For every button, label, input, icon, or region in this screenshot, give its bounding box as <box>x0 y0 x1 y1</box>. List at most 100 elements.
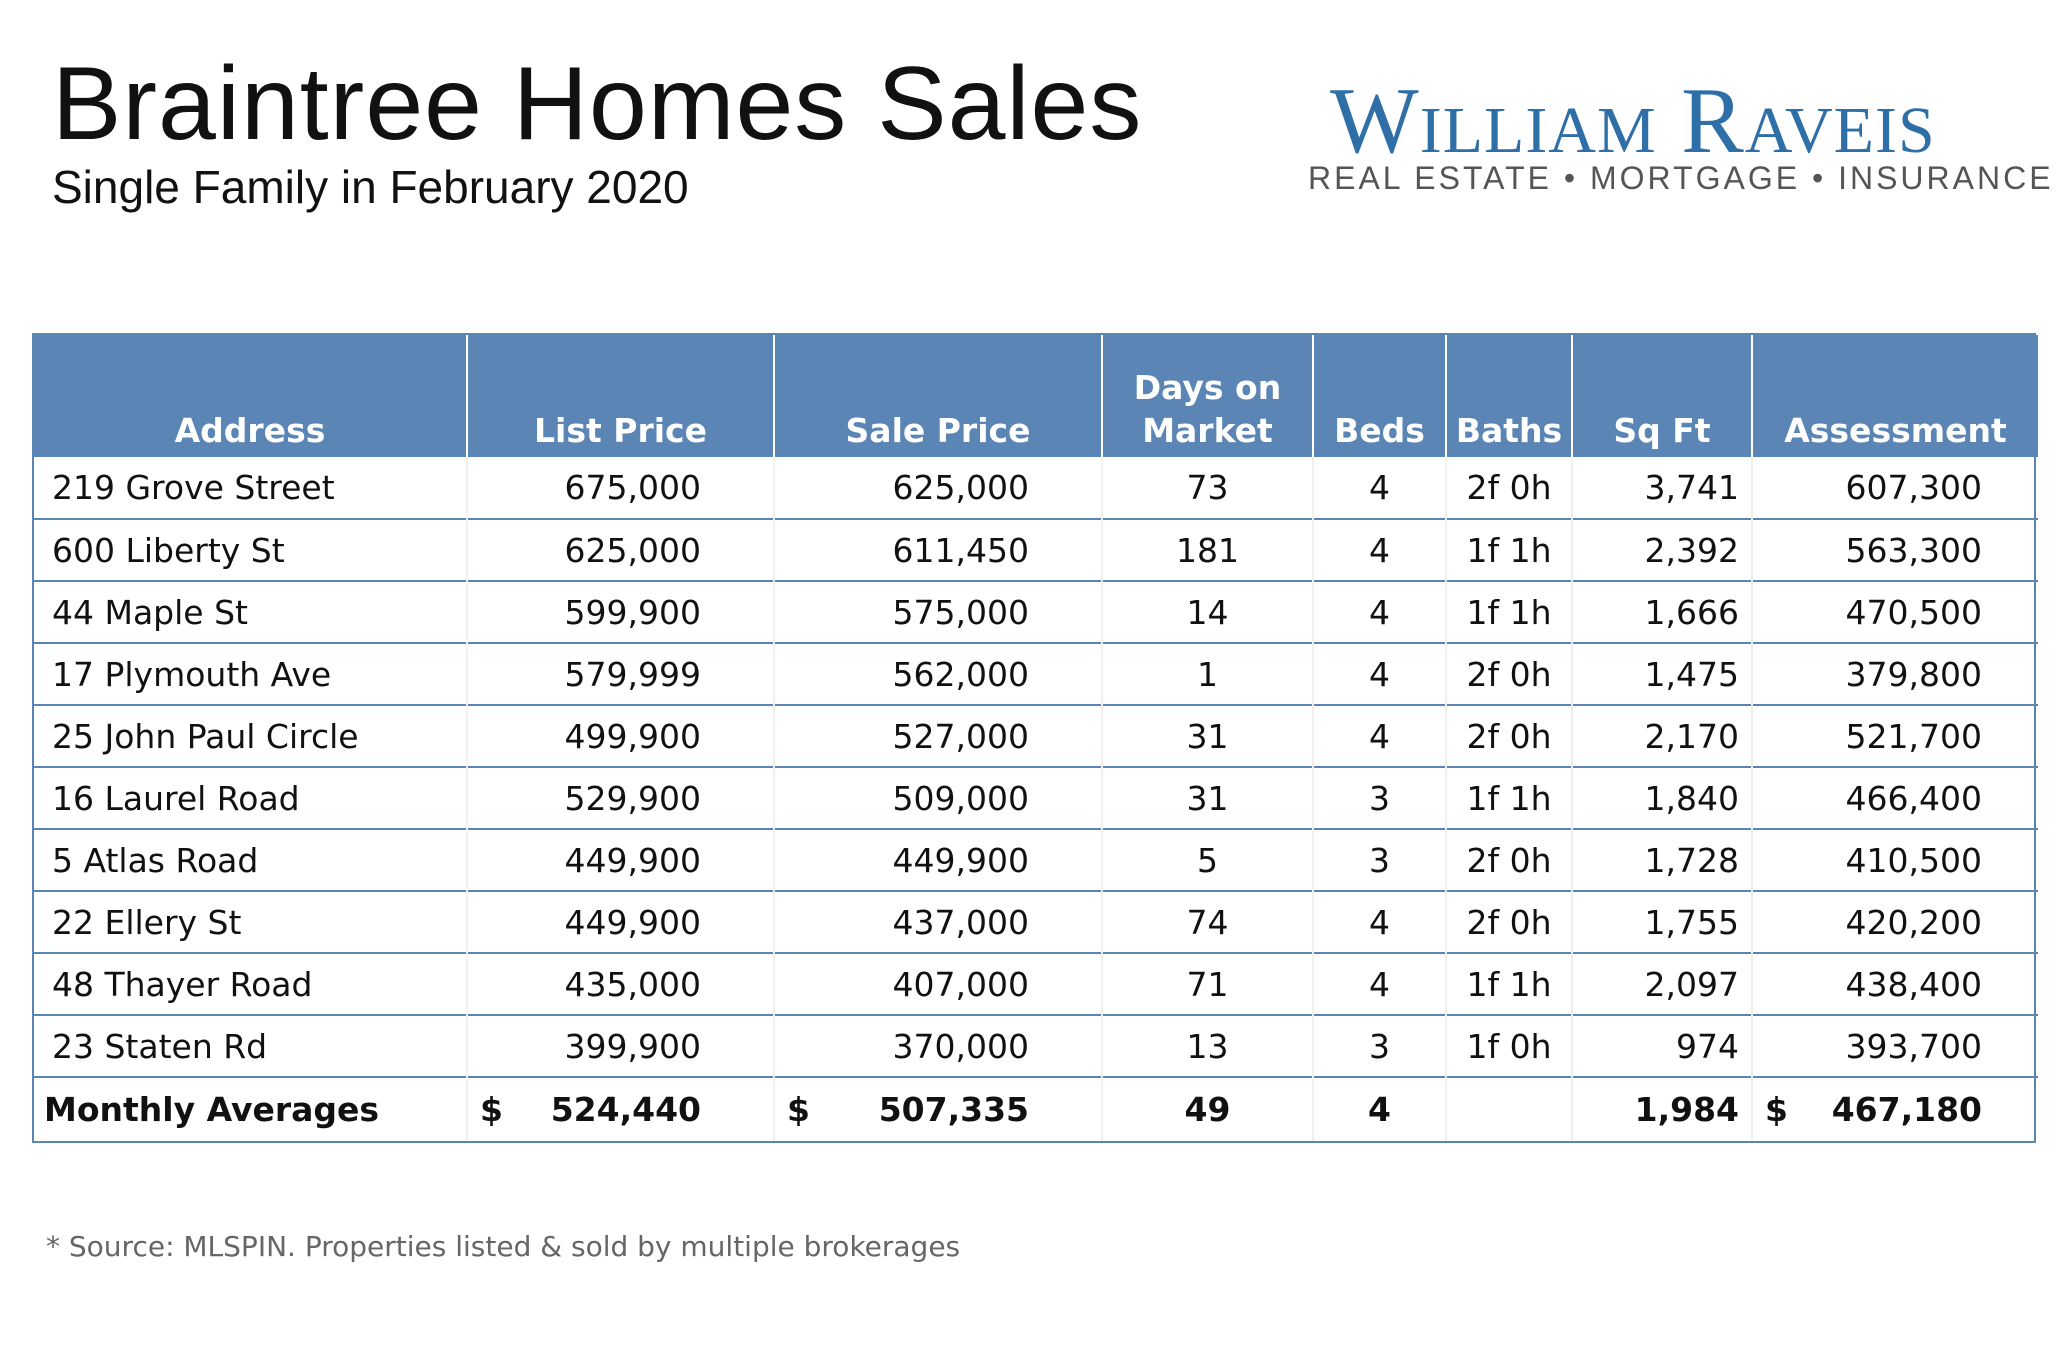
cell-sqft: 1,755 <box>1571 890 1752 953</box>
cell-assessment: 379,800 <box>1751 642 2038 705</box>
averages-row: Monthly Averages $ 524,440 $ 507,335 49 … <box>34 1076 2038 1141</box>
table-row: 48 Thayer Road 435,000 407,000 71 4 1f 1… <box>34 952 2038 1015</box>
cell-sale-price: 527,000 <box>773 704 1102 767</box>
cell-days: 71 <box>1101 952 1313 1015</box>
cell-beds: 4 <box>1312 952 1446 1015</box>
table-row: 5 Atlas Road 449,900 449,900 5 3 2f 0h 1… <box>34 828 2038 891</box>
cell-baths: 2f 0h <box>1445 642 1572 705</box>
cell-days: 13 <box>1101 1014 1313 1077</box>
cell-sqft: 2,170 <box>1571 704 1752 767</box>
brand-tagline: REAL ESTATE • MORTGAGE • INSURANCE <box>1308 160 2054 196</box>
cell-days: 31 <box>1101 704 1313 767</box>
cell-address: 219 Grove Street <box>52 468 335 507</box>
cell-beds: 3 <box>1312 828 1446 891</box>
cell-list-price: 449,900 <box>466 828 774 891</box>
cell-assessment: 521,700 <box>1751 704 2038 767</box>
averages-sale-price: $ 507,335 <box>773 1076 1102 1141</box>
cell-sale-price: 407,000 <box>773 952 1102 1015</box>
cell-baths: 2f 0h <box>1445 704 1572 767</box>
cell-list-price: 435,000 <box>466 952 774 1015</box>
cell-beds: 4 <box>1312 580 1446 643</box>
cell-baths: 2f 0h <box>1445 890 1572 953</box>
brand-logo: William Raveis <box>1330 69 1936 173</box>
cell-list-price: 675,000 <box>466 457 774 519</box>
sales-table: Address List Price Sale Price Days on Ma… <box>34 335 2038 1141</box>
cell-beds: 4 <box>1312 518 1446 581</box>
averages-sqft: 1,984 <box>1571 1076 1752 1141</box>
averages-list-price: $ 524,440 <box>466 1076 774 1141</box>
cell-sqft: 1,728 <box>1571 828 1752 891</box>
col-header-baths: Baths <box>1445 335 1572 457</box>
cell-address: 23 Staten Rd <box>34 1014 467 1077</box>
averages-baths <box>1445 1076 1572 1141</box>
col-header-sale-price: Sale Price <box>773 335 1102 457</box>
cell-beds: 4 <box>1312 642 1446 705</box>
cell-days: 14 <box>1101 580 1313 643</box>
table-row: 600 Liberty St 625,000 611,450 181 4 1f … <box>34 518 2038 581</box>
cell-sale-price: 575,000 <box>773 580 1102 643</box>
col-header-list-price: List Price <box>466 335 774 457</box>
cell-sqft: 1,666 <box>1571 580 1752 643</box>
table-row: 219 Grove Street 675,000 625,000 73 4 2f… <box>34 457 2038 519</box>
averages-assessment: $ 467,180 <box>1751 1076 2038 1141</box>
table-row: 16 Laurel Road 529,900 509,000 31 3 1f 1… <box>34 766 2038 829</box>
cell-assessment: 420,200 <box>1751 890 2038 953</box>
cell-sale-price: 437,000 <box>773 890 1102 953</box>
page-title: Braintree Homes Sales <box>52 46 1143 162</box>
cell-sqft: 2,392 <box>1571 518 1752 581</box>
col-header-days-on-market: Days on Market <box>1101 335 1313 457</box>
cell-days: 74 <box>1101 890 1313 953</box>
cell-assessment: 466,400 <box>1751 766 2038 829</box>
table-row: 44 Maple St 599,900 575,000 14 4 1f 1h 1… <box>34 580 2038 643</box>
cell-sqft: 1,840 <box>1571 766 1752 829</box>
cell-address: 25 John Paul Circle <box>34 704 467 767</box>
source-note: * Source: MLSPIN. Properties listed & so… <box>46 1230 961 1263</box>
table-row: 17 Plymouth Ave 579,999 562,000 1 4 2f 0… <box>34 642 2038 705</box>
cell-assessment: 393,700 <box>1751 1014 2038 1077</box>
cell-baths: 2f 0h <box>1445 828 1572 891</box>
cell-list-price: 499,900 <box>466 704 774 767</box>
cell-address: 44 Maple St <box>34 580 467 643</box>
cell-sale-price: 509,000 <box>773 766 1102 829</box>
table-header-row: Address List Price Sale Price Days on Ma… <box>34 335 2038 457</box>
cell-assessment: 410,500 <box>1751 828 2038 891</box>
cell-address: 16 Laurel Road <box>34 766 467 829</box>
col-header-sqft: Sq Ft <box>1571 335 1752 457</box>
col-header-days-line2: Market <box>1142 411 1273 451</box>
cell-beds: 4 <box>1312 890 1446 953</box>
cell-address: 17 Plymouth Ave <box>34 642 467 705</box>
col-header-days-line1: Days on <box>1133 368 1282 408</box>
cell-sale-price: 370,000 <box>773 1014 1102 1077</box>
cell-list-price: 599,900 <box>466 580 774 643</box>
cell-address: 22 Ellery St <box>34 890 467 953</box>
cell-baths: 1f 1h <box>1445 518 1572 581</box>
col-header-assessment: Assessment <box>1751 335 2038 457</box>
cell-days: 1 <box>1101 642 1313 705</box>
cell-baths: 1f 0h <box>1445 1014 1572 1077</box>
cell-sqft: 3,741 <box>1571 457 1752 519</box>
cell-days: 181 <box>1101 518 1313 581</box>
cell-days: 5 <box>1101 828 1313 891</box>
cell-assessment: 607,300 <box>1751 457 2038 519</box>
cell-sale-price: 562,000 <box>773 642 1102 705</box>
sales-table-container: Address List Price Sale Price Days on Ma… <box>32 333 2038 1143</box>
currency-symbol: $ <box>480 1090 503 1129</box>
table-row: 23 Staten Rd 399,900 370,000 13 3 1f 0h … <box>34 1014 2038 1077</box>
averages-assessment-value: 467,180 <box>1831 1090 1982 1129</box>
table-row: 22 Ellery St 449,900 437,000 74 4 2f 0h … <box>34 890 2038 953</box>
cell-baths: 1f 1h <box>1445 952 1572 1015</box>
cell-days: 73 <box>1101 457 1313 519</box>
cell-baths: 2f 0h <box>1445 457 1572 519</box>
averages-label: Monthly Averages <box>34 1076 467 1141</box>
cell-sale-price: 449,900 <box>773 828 1102 891</box>
cell-address: 48 Thayer Road <box>34 952 467 1015</box>
cell-list-price: 399,900 <box>466 1014 774 1077</box>
cell-list-price: 529,900 <box>466 766 774 829</box>
page-subtitle: Single Family in February 2020 <box>52 161 689 213</box>
cell-beds: 4 <box>1312 457 1446 519</box>
averages-list-value: 524,440 <box>550 1090 701 1129</box>
cell-assessment: 563,300 <box>1751 518 2038 581</box>
cell-beds: 4 <box>1312 704 1446 767</box>
averages-beds: 4 <box>1312 1076 1446 1141</box>
cell-address: 5 Atlas Road <box>34 828 467 891</box>
